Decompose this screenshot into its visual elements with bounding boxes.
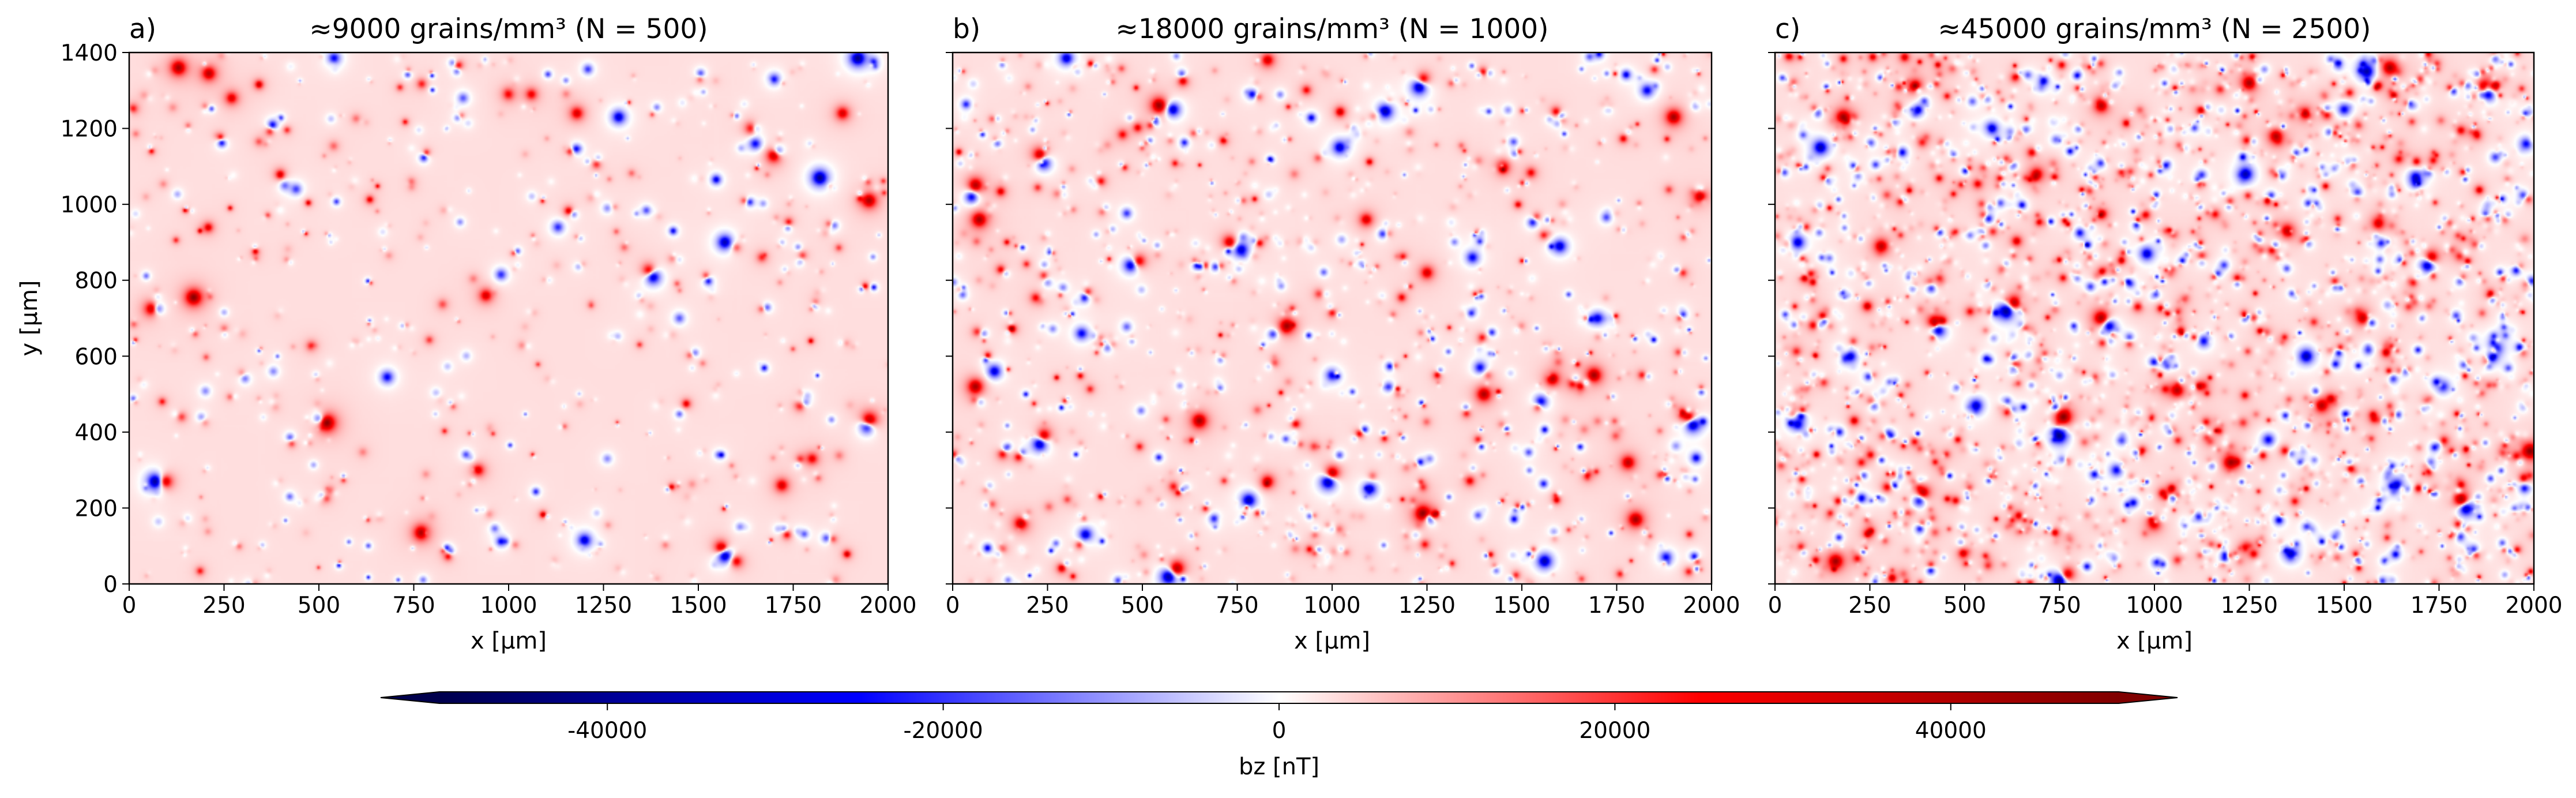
colorbar-tick-label: -40000 — [567, 718, 647, 744]
panel-b: 0 250 500 750 1000 1250 1500 1750 2000 x [μm] b) ≈1… — [946, 13, 1740, 654]
x-tick-label: 1500 — [1493, 593, 1550, 619]
x-tick-label: 1250 — [2221, 593, 2278, 619]
colorbar-label: bz [nT] — [1239, 754, 1319, 780]
x-tick-label: 1750 — [1588, 593, 1645, 619]
panel-title: ≈45000 grains/mm³ (N = 2500) — [1938, 13, 2371, 45]
panel-letter: b) — [953, 13, 980, 45]
x-tick-label: 500 — [1121, 593, 1164, 619]
x-tick-label: 250 — [1026, 593, 1069, 619]
x-tick-label: 2000 — [859, 593, 916, 619]
panel-title: ≈18000 grains/mm³ (N = 1000) — [1115, 13, 1548, 45]
y-axis-label: y [μm] — [16, 280, 43, 356]
x-tick-label: 750 — [392, 593, 435, 619]
x-tick-label: 1750 — [765, 593, 822, 619]
colorbar-extend-min — [381, 692, 439, 703]
x-tick-label: 2000 — [1683, 593, 1740, 619]
x-tick-label: 1000 — [2126, 593, 2183, 619]
heatmap-image — [129, 53, 888, 584]
x-tick-label: 500 — [1943, 593, 1986, 619]
x-tick-label: 2000 — [2505, 593, 2562, 619]
x-tick-label: 750 — [2038, 593, 2081, 619]
colorbar-tick-label: -20000 — [904, 718, 983, 744]
panel-c: 0 250 500 750 1000 1250 1500 1750 2000 x [μm] c) ≈4… — [1768, 13, 2563, 654]
y-tick-label: 1000 — [61, 192, 118, 218]
x-tick-label: 1250 — [575, 593, 632, 619]
x-tick-label: 0 — [1768, 593, 1782, 619]
y-tick-label: 600 — [75, 344, 118, 370]
colorbar-tick-label: 0 — [1272, 718, 1287, 744]
colorbar: -40000 -20000 0 20000 40000 bz [nT] — [380, 691, 2178, 780]
x-axis-label: x [μm] — [1294, 628, 1370, 654]
x-axis-label: x [μm] — [2116, 628, 2193, 654]
panel-letter: a) — [129, 13, 156, 45]
x-tick-label: 1000 — [1303, 593, 1360, 619]
colorbar-tick-label: 20000 — [1579, 718, 1650, 744]
x-tick-label: 1750 — [2410, 593, 2468, 619]
x-tick-label: 500 — [298, 593, 340, 619]
x-tick-label: 1500 — [2315, 593, 2372, 619]
colorbar-extend-max — [2119, 692, 2178, 703]
panel-letter: c) — [1775, 13, 1800, 45]
x-tick-label: 1250 — [1398, 593, 1456, 619]
y-tick-label: 200 — [75, 496, 118, 522]
heatmap-image — [1775, 53, 2534, 584]
colorbar-outline — [380, 691, 2178, 704]
x-tick-label: 1000 — [480, 593, 537, 619]
y-tick-label: 800 — [75, 268, 118, 294]
x-axis-label: x [μm] — [471, 628, 547, 654]
x-tick-label: 250 — [1848, 593, 1891, 619]
x-tick-label: 0 — [122, 593, 137, 619]
panel-title: ≈9000 grains/mm³ (N = 500) — [309, 13, 708, 45]
panel-a: 0 250 500 750 1000 1250 1500 1750 2000 0 200 400 600… — [16, 13, 917, 654]
colorbar-gradient — [439, 692, 2119, 703]
y-tick-label: 1400 — [61, 40, 118, 66]
y-tick-label: 400 — [75, 420, 118, 446]
y-tick-label: 0 — [103, 572, 118, 598]
colorbar-tick-label: 40000 — [1915, 718, 1987, 744]
heatmap-image — [953, 53, 1712, 584]
x-tick-label: 250 — [202, 593, 245, 619]
y-tick-label: 1200 — [61, 117, 118, 143]
x-tick-label: 750 — [1216, 593, 1258, 619]
x-tick-label: 0 — [946, 593, 960, 619]
x-tick-label: 1500 — [670, 593, 727, 619]
